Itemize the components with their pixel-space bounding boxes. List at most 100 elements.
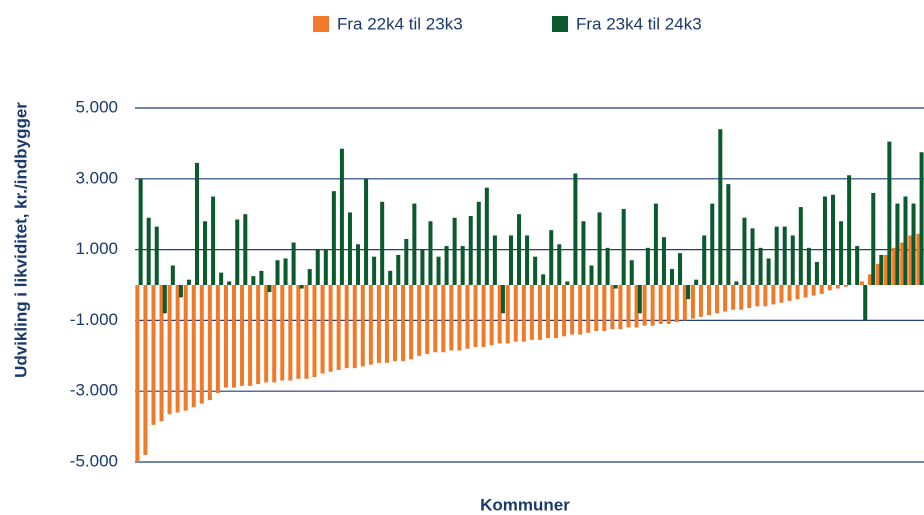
bar xyxy=(433,285,438,353)
bar xyxy=(578,285,583,335)
bar xyxy=(694,279,699,285)
bar xyxy=(231,285,237,388)
bar xyxy=(143,285,148,455)
bar xyxy=(892,247,897,285)
bar xyxy=(384,285,389,363)
bar xyxy=(739,285,744,310)
bar xyxy=(203,221,208,285)
bar xyxy=(288,285,293,381)
bar xyxy=(666,285,671,324)
bar xyxy=(307,269,312,285)
bar xyxy=(291,242,296,285)
bar xyxy=(911,203,916,285)
bar xyxy=(412,203,417,285)
bar xyxy=(734,281,739,285)
bar xyxy=(642,285,647,326)
bar xyxy=(586,285,591,333)
bar xyxy=(839,221,844,285)
bar xyxy=(779,285,784,303)
bar xyxy=(312,285,317,378)
bar xyxy=(879,254,884,285)
bar xyxy=(876,263,881,285)
bar xyxy=(283,258,288,285)
bar xyxy=(219,272,224,285)
bar xyxy=(251,276,256,285)
bar xyxy=(831,194,836,285)
bar xyxy=(194,162,200,285)
bar xyxy=(650,285,655,326)
bar xyxy=(529,285,534,340)
bar xyxy=(420,249,425,285)
bar xyxy=(562,285,567,337)
y-tick-label: 3.000 xyxy=(75,168,118,187)
bar xyxy=(605,247,610,285)
bar xyxy=(541,274,546,285)
bar xyxy=(151,285,156,425)
bar xyxy=(774,226,779,285)
bar xyxy=(698,285,703,317)
bar xyxy=(903,196,908,285)
bar xyxy=(589,265,594,285)
bar xyxy=(811,285,816,296)
bar xyxy=(533,256,538,285)
bar xyxy=(497,285,502,344)
bar xyxy=(500,285,505,314)
bar xyxy=(223,285,228,388)
bar xyxy=(159,285,164,422)
bar xyxy=(613,285,618,289)
bar xyxy=(465,285,470,349)
bar xyxy=(887,141,892,285)
bar xyxy=(868,274,873,285)
bar xyxy=(908,235,913,285)
bar xyxy=(723,285,728,312)
bar xyxy=(682,285,687,321)
bar xyxy=(404,238,409,285)
bar xyxy=(154,226,159,285)
bar xyxy=(827,285,832,291)
bar xyxy=(916,233,921,285)
bar xyxy=(444,246,449,285)
bar xyxy=(661,237,666,285)
bar xyxy=(806,247,811,285)
bar xyxy=(597,212,602,285)
bar xyxy=(669,269,675,285)
bar xyxy=(678,253,683,285)
bar xyxy=(380,201,385,285)
bar xyxy=(484,187,489,285)
y-tick-label: 5.000 xyxy=(75,97,118,116)
bar xyxy=(549,230,554,285)
bar xyxy=(637,285,642,314)
bar xyxy=(304,285,309,379)
bar xyxy=(211,196,216,285)
bar xyxy=(167,285,172,415)
bar xyxy=(280,285,285,381)
bar xyxy=(299,285,304,289)
bar xyxy=(653,203,658,285)
legend-label: Fra 22k4 til 23k3 xyxy=(337,14,463,33)
bar xyxy=(360,285,365,367)
bar xyxy=(521,285,526,342)
bar xyxy=(554,285,559,339)
legend-swatch xyxy=(313,16,329,32)
bar xyxy=(610,285,615,330)
bar xyxy=(895,203,900,285)
bar xyxy=(758,247,763,285)
bar xyxy=(570,285,575,335)
legend-swatch xyxy=(552,16,568,32)
bar xyxy=(710,203,715,285)
bar xyxy=(199,285,204,404)
bar xyxy=(819,285,824,294)
bar xyxy=(135,285,140,462)
bar xyxy=(843,285,848,287)
bar xyxy=(425,285,430,355)
bar xyxy=(368,285,373,365)
bar xyxy=(790,235,795,285)
bar xyxy=(417,285,422,356)
bar xyxy=(634,285,639,328)
bar xyxy=(795,285,800,300)
bar xyxy=(267,285,272,293)
bar xyxy=(573,173,578,285)
bar xyxy=(731,285,736,310)
bar xyxy=(138,178,143,285)
